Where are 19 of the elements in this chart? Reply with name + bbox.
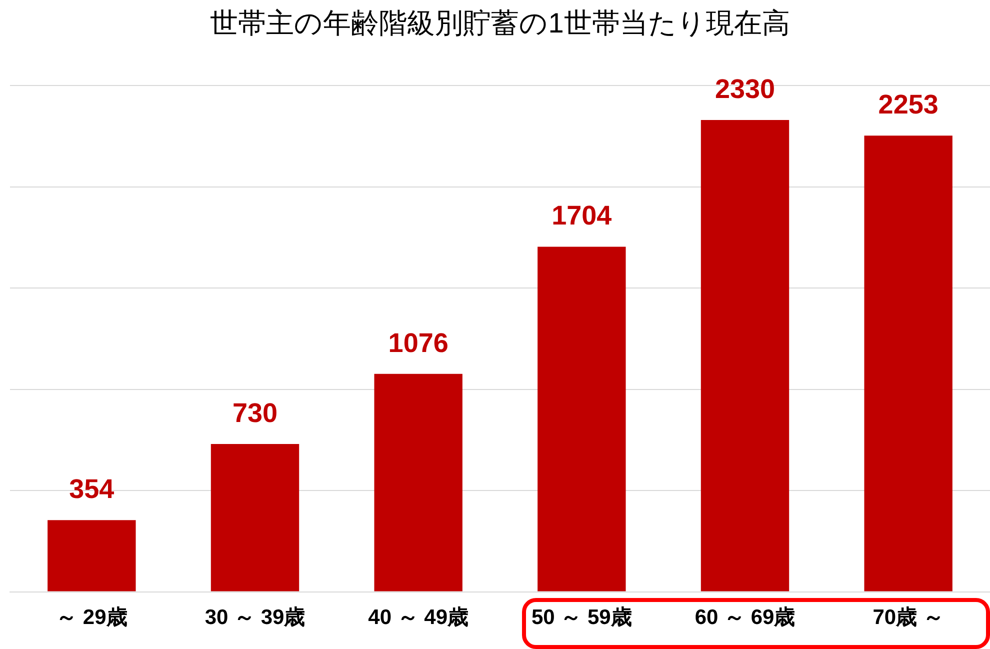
bar [374,374,462,592]
x-tick-label: ～ 29歳 [56,606,128,630]
bar [210,444,300,592]
x-tick-label: 70歳 ～ [872,606,944,630]
bar [48,520,136,592]
data-label: 2330 [714,74,776,104]
bar [700,120,790,592]
x-tick-label: 30 ～ 39歳 [204,606,306,630]
chart-title: 世帯主の年齢階級別貯蓄の1世帯当たり現在高 [210,8,790,39]
data-label: 1076 [388,328,448,358]
bar [864,136,952,592]
data-label: 2253 [878,90,938,120]
x-tick-label: 50 ～ 59歳 [531,606,632,630]
data-label: 1704 [552,200,612,231]
data-label: 730 [232,398,278,428]
x-tick-label: 40 ～ 49歳 [368,606,469,630]
bar [538,246,626,592]
data-label: 354 [69,474,114,504]
x-tick-label: 60 ～ 69歳 [694,606,796,630]
